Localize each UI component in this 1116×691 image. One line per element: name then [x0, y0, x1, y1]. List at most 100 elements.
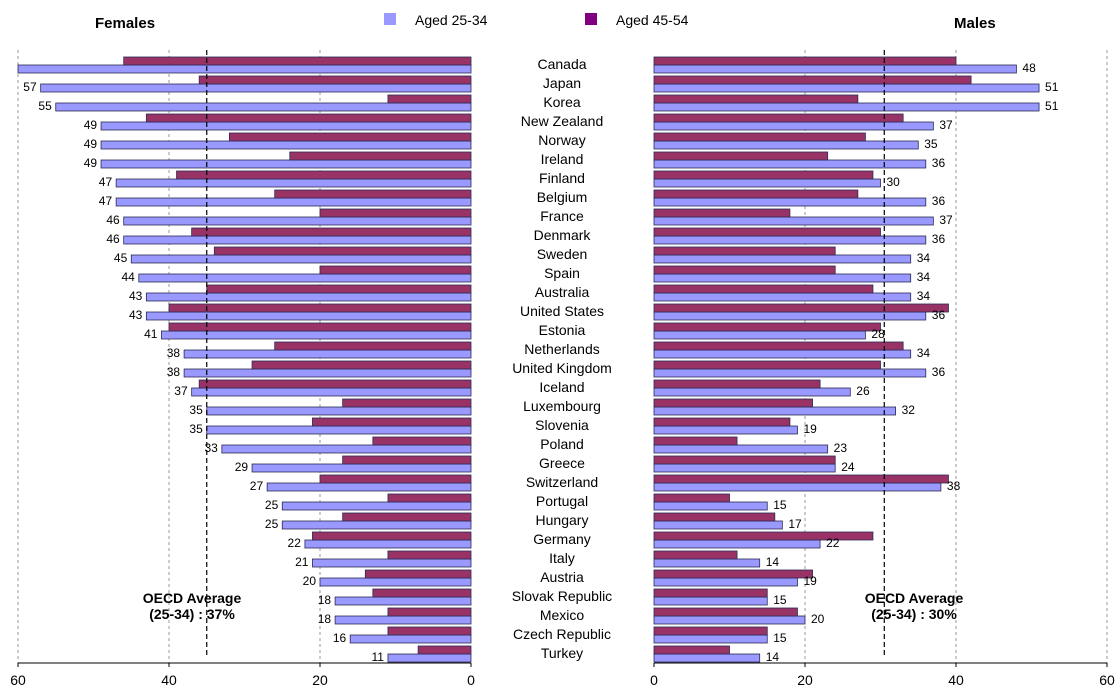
- males-value-label-korea: 51: [1045, 99, 1059, 113]
- females-bar-aged-45-54-hungary: [342, 512, 472, 522]
- females-value-label-new-zealand: 49: [84, 118, 98, 132]
- females-value-label-denmark: 46: [106, 232, 120, 246]
- legend-swatch-aged-25-34: [384, 13, 396, 25]
- males-bar-aged-25-34-australia: [653, 292, 912, 302]
- females-value-label-netherlands: 38: [167, 346, 181, 360]
- females-value-label-czech-republic: 16: [333, 631, 347, 645]
- females-bar-aged-45-54-united-kingdom: [251, 360, 472, 370]
- males-bar-aged-45-54-united-states: [653, 303, 949, 313]
- females-bar-aged-45-54-austria: [364, 569, 472, 579]
- females-bar-aged-25-34-iceland: [191, 387, 472, 397]
- females-bar-aged-25-34-austria: [319, 577, 472, 587]
- females-bar-aged-25-34-italy: [312, 558, 472, 568]
- country-label-germany: Germany: [533, 531, 591, 547]
- country-label-new-zealand: New Zealand: [521, 113, 604, 129]
- males-bar-aged-45-54-hungary: [653, 512, 776, 522]
- country-label-korea: Korea: [543, 94, 581, 110]
- females-tick-label-0: 0: [467, 672, 475, 688]
- males-bar-aged-25-34-netherlands: [653, 349, 912, 359]
- females-bar-aged-45-54-greece: [342, 455, 472, 465]
- females-bar-aged-25-34-new-zealand: [100, 121, 472, 131]
- males-bar-aged-25-34-portugal: [653, 501, 768, 511]
- females-bar-aged-45-54-new-zealand: [145, 113, 472, 123]
- males-bar-aged-45-54-spain: [653, 265, 836, 275]
- males-bar-aged-25-34-denmark: [653, 235, 927, 245]
- males-value-label-denmark: 36: [932, 232, 946, 246]
- females-value-label-portugal: 25: [265, 498, 279, 512]
- females-value-label-greece: 29: [235, 460, 249, 474]
- males-bar-aged-45-54-denmark: [653, 227, 881, 237]
- females-bar-aged-45-54-turkey: [417, 645, 472, 655]
- males-bar-aged-45-54-canada: [653, 56, 957, 66]
- label-layer: 60 40 20 0575549494947474646454443434138383…: [10, 56, 1115, 688]
- females-value-label-estonia: 41: [144, 327, 158, 341]
- males-value-label-turkey: 14: [766, 650, 780, 664]
- males-tick-label-40: 40: [948, 672, 964, 688]
- males-value-label-france: 37: [939, 213, 953, 227]
- females-value-label-france: 46: [106, 213, 120, 227]
- females-bar-aged-25-34-estonia: [161, 330, 472, 340]
- males-bar-aged-45-54-new-zealand: [653, 113, 904, 123]
- females-bar-aged-25-34-japan: [40, 83, 472, 93]
- females-bar-aged-25-34-poland: [221, 444, 472, 454]
- females-oecd-average-label-line-1: OECD Average: [143, 590, 242, 606]
- females-bar-aged-25-34-united-states: [145, 311, 472, 321]
- males-value-label-portugal: 15: [773, 498, 787, 512]
- country-label-greece: Greece: [539, 455, 585, 471]
- males-bar-aged-45-54-france: [653, 208, 791, 218]
- females-bar-aged-45-54-germany: [312, 531, 472, 541]
- males-bar-aged-25-34-norway: [653, 140, 919, 150]
- females-bar-aged-45-54-mexico: [387, 607, 472, 617]
- males-bar-aged-25-34-poland: [653, 444, 829, 454]
- males-bar-aged-25-34-spain: [653, 273, 912, 283]
- females-bar-aged-45-54-slovak-republic: [372, 588, 472, 598]
- females-bar-aged-45-54-norway: [228, 132, 472, 142]
- males-value-label-czech-republic: 15: [773, 631, 787, 645]
- country-label-sweden: Sweden: [537, 246, 588, 262]
- males-bar-aged-25-34-switzerland: [653, 482, 942, 492]
- females-value-label-italy: 21: [295, 555, 309, 569]
- females-bar-aged-45-54-belgium: [274, 189, 472, 199]
- males-bar-aged-45-54-portugal: [653, 493, 730, 503]
- males-bar-aged-45-54-korea: [653, 94, 859, 104]
- males-value-label-austria: 19: [803, 574, 817, 588]
- females-bar-aged-45-54-poland: [372, 436, 472, 446]
- males-bar-aged-25-34-turkey: [653, 653, 761, 663]
- country-label-slovenia: Slovenia: [535, 417, 589, 433]
- males-bar-aged-45-54-sweden: [653, 246, 836, 256]
- females-value-label-slovenia: 35: [189, 422, 203, 436]
- males-value-label-hungary: 17: [788, 517, 802, 531]
- country-label-portugal: Portugal: [536, 493, 588, 509]
- males-bar-aged-25-34-mexico: [653, 615, 806, 625]
- females-value-label-united-states: 43: [129, 308, 143, 322]
- country-label-united-states: United States: [520, 303, 604, 319]
- females-oecd-average-label-line-2: (25-34) : 37%: [149, 606, 235, 622]
- females-value-label-australia: 43: [129, 289, 143, 303]
- females-bar-aged-45-54-luxembourg: [342, 398, 472, 408]
- females-bar-aged-25-34-portugal: [281, 501, 472, 511]
- males-bar-aged-25-34-greece: [653, 463, 836, 473]
- males-bar-aged-45-54-switzerland: [653, 474, 949, 484]
- males-bar-aged-45-54-australia: [653, 284, 874, 294]
- bar-layer: [17, 56, 1040, 663]
- males-bar-aged-45-54-poland: [653, 436, 738, 446]
- females-bar-aged-25-34-slovenia: [206, 425, 472, 435]
- country-label-mexico: Mexico: [540, 607, 585, 623]
- males-bar-aged-45-54-turkey: [653, 645, 730, 655]
- females-bar-aged-45-54-netherlands: [274, 341, 472, 351]
- females-value-label-turkey: 11: [371, 650, 384, 664]
- males-oecd-average-label-line-2: (25-34) : 30%: [871, 606, 957, 622]
- females-bar-aged-25-34-germany: [304, 539, 472, 549]
- country-label-united-kingdom: United Kingdom: [512, 360, 612, 376]
- males-bar-aged-25-34-sweden: [653, 254, 912, 264]
- females-value-label-norway: 49: [84, 137, 98, 151]
- country-label-denmark: Denmark: [534, 227, 592, 243]
- males-bar-aged-25-34-united-kingdom: [653, 368, 927, 378]
- males-bar-aged-25-34-austria: [653, 577, 798, 587]
- females-bar-aged-45-54-australia: [206, 284, 472, 294]
- females-value-label-mexico: 18: [318, 612, 332, 626]
- country-label-ireland: Ireland: [541, 151, 584, 167]
- males-bar-aged-25-34-slovak-republic: [653, 596, 768, 606]
- females-bar-aged-25-34-ireland: [100, 159, 472, 169]
